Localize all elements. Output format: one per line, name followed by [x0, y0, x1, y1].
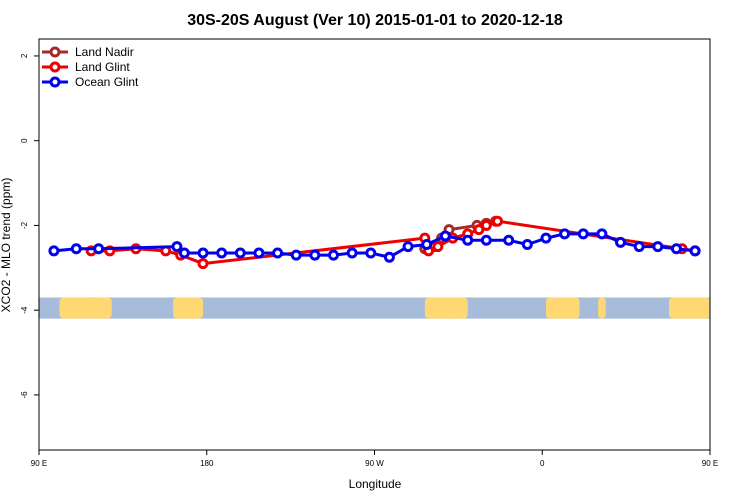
- data-point-ocean-glint: [383, 251, 395, 263]
- y-tick-label: -2: [20, 221, 29, 229]
- x-tick-label: 180: [200, 459, 214, 468]
- land-area: [59, 297, 95, 319]
- ocean-band: [39, 297, 710, 319]
- data-point-ocean-glint: [48, 245, 60, 257]
- data-point-ocean-glint: [421, 239, 433, 250]
- data-point-ocean-glint: [615, 236, 627, 248]
- legend-item-ocean-glint: Ocean Glint: [42, 75, 139, 89]
- x-axis-label: Longitude: [349, 477, 402, 491]
- legend-swatch-marker: [49, 76, 61, 88]
- x-tick-label: 90 E: [31, 459, 47, 468]
- data-point-ocean-glint: [689, 245, 701, 257]
- data-point-ocean-glint: [272, 247, 284, 259]
- y-axis: 2 0 -2 -4 -6: [20, 53, 39, 398]
- data-point-ocean-glint: [309, 249, 321, 261]
- data-point-ocean-glint: [346, 247, 358, 259]
- data-point-ocean-glint: [503, 234, 515, 246]
- data-point-ocean-glint: [234, 247, 246, 259]
- land-area: [91, 297, 112, 319]
- land-area: [445, 297, 468, 319]
- data-point-ocean-glint: [171, 241, 183, 253]
- legend-swatch-marker: [49, 46, 61, 58]
- data-point-ocean-glint: [633, 241, 645, 253]
- data-point-ocean-glint: [402, 241, 414, 253]
- data-point-ocean-glint: [540, 232, 552, 244]
- data-point-ocean-glint: [178, 247, 190, 259]
- land-area: [700, 297, 710, 319]
- chart-title: 30S-20S August (Ver 10) 2015-01-01 to 20…: [187, 12, 563, 29]
- data-point-land-glint: [432, 241, 444, 253]
- data-point-ocean-glint: [365, 247, 377, 259]
- data-point-ocean-glint: [197, 247, 209, 259]
- data-point-ocean-glint: [670, 243, 682, 255]
- land-area: [598, 297, 606, 319]
- y-axis-label: XCO2 - MLO trend (ppm): [0, 178, 13, 313]
- data-point-ocean-glint: [439, 230, 451, 242]
- legend-item-land-glint: Land Glint: [42, 60, 130, 74]
- data-point-ocean-glint: [596, 228, 608, 240]
- x-tick-label: 90 E: [702, 459, 718, 468]
- y-tick-label: -4: [20, 306, 29, 314]
- legend-label: Ocean Glint: [75, 75, 139, 89]
- legend-label: Land Glint: [75, 60, 130, 74]
- legend-swatch-marker: [49, 61, 61, 73]
- data-point-ocean-glint: [521, 239, 533, 250]
- data-point-land-glint: [492, 215, 504, 227]
- series-ocean-glint: [48, 228, 701, 263]
- data-point-ocean-glint: [216, 247, 228, 259]
- data-point-ocean-glint: [253, 247, 265, 259]
- land-area: [545, 297, 580, 319]
- y-tick-label: 2: [20, 53, 29, 58]
- map-band: [39, 297, 710, 319]
- y-tick-label: 0: [20, 138, 29, 143]
- data-point-ocean-glint: [480, 234, 492, 246]
- data-point-ocean-glint: [290, 249, 302, 261]
- data-point-ocean-glint: [559, 228, 571, 240]
- data-point-ocean-glint: [652, 241, 664, 253]
- x-tick-label: 0: [540, 459, 545, 468]
- data-point-ocean-glint: [93, 243, 105, 255]
- data-point-land-glint: [480, 219, 492, 231]
- land-area: [668, 297, 710, 319]
- y-tick-label: -6: [20, 391, 29, 399]
- x-axis: 90 E 180 90 W 0 90 E: [31, 450, 718, 468]
- x-tick-label: 90 W: [365, 459, 384, 468]
- data-point-ocean-glint: [577, 228, 589, 240]
- legend-label: Land Nadir: [75, 45, 134, 59]
- land-area: [173, 297, 204, 319]
- data-point-ocean-glint: [70, 243, 82, 255]
- data-point-ocean-glint: [462, 234, 474, 246]
- data-point-ocean-glint: [327, 249, 339, 261]
- legend-item-land-nadir: Land Nadir: [42, 45, 134, 59]
- data-point-land-glint: [197, 258, 209, 270]
- series-layer: [48, 215, 701, 270]
